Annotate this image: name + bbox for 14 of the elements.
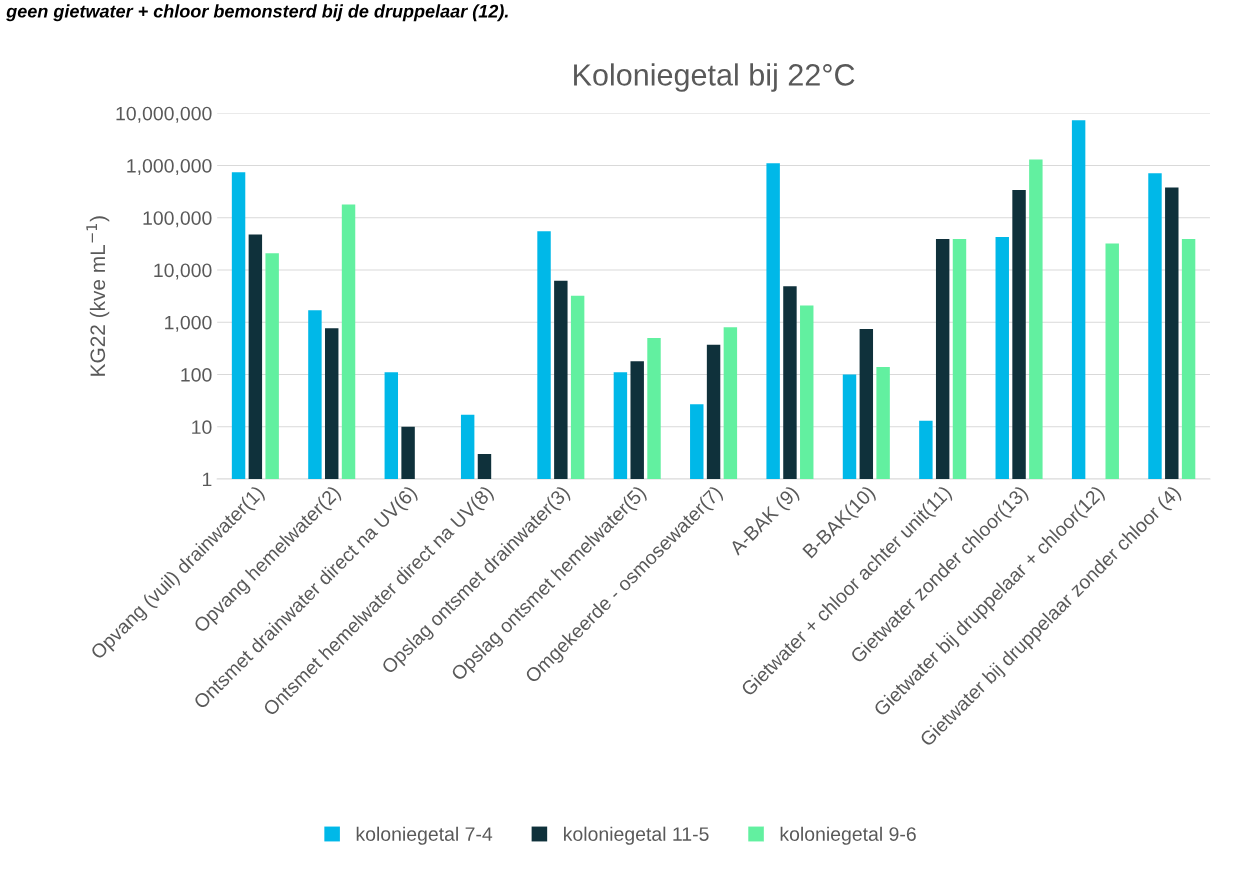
legend-label: koloniegetal 11-5 (564, 826, 709, 845)
y-tick-label: 1 (202, 472, 212, 487)
y-tick-label: 10 (192, 420, 212, 435)
y-tick-label: 10,000,000 (116, 106, 212, 123)
y-tick-label: 1,000,000 (127, 158, 212, 176)
y-tick-label: 100 (181, 368, 212, 382)
y-tick-label: 10,000 (154, 263, 212, 280)
y-tick-label: 100,000 (143, 211, 212, 228)
y-tick-label: 1,000 (165, 315, 212, 332)
legend-label: koloniegetal 9-6 (780, 826, 916, 845)
y-axis-title: KG22 (kve mL$^{−1}$) (86, 216, 110, 376)
legend-label: koloniegetal 7-4 (356, 826, 493, 845)
chart-title: Koloniegetal bij 22°C (574, 63, 855, 92)
text: geen gietwater + chloor bemonsterd bij de druppelaar (12). (6, 4, 508, 22)
